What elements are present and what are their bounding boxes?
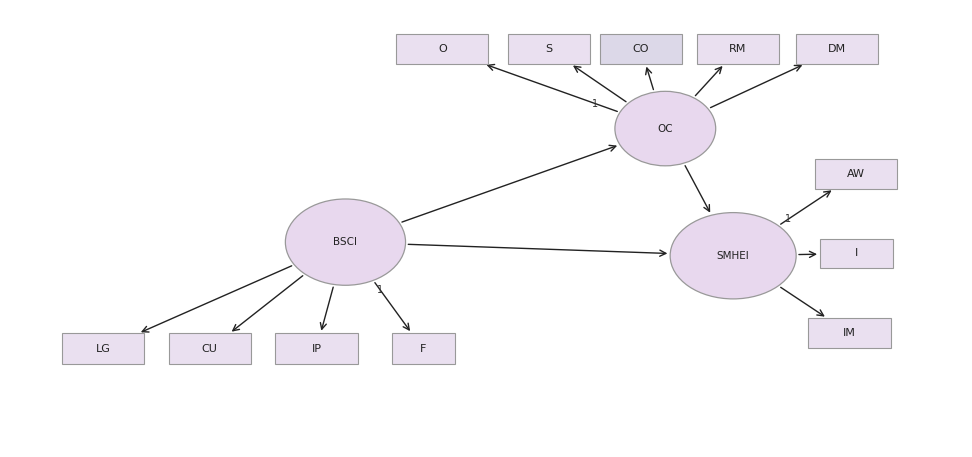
Text: S: S	[545, 44, 552, 54]
Text: O: O	[438, 44, 447, 54]
FancyBboxPatch shape	[168, 334, 251, 364]
Text: SMHEI: SMHEI	[716, 251, 749, 261]
Text: CO: CO	[633, 44, 649, 54]
Text: IM: IM	[843, 328, 856, 338]
FancyBboxPatch shape	[397, 34, 488, 64]
FancyBboxPatch shape	[816, 159, 897, 189]
Ellipse shape	[670, 213, 796, 299]
FancyBboxPatch shape	[600, 34, 682, 64]
FancyBboxPatch shape	[697, 34, 780, 64]
Text: AW: AW	[848, 169, 865, 179]
Ellipse shape	[286, 199, 405, 285]
Text: F: F	[420, 344, 426, 354]
Text: IP: IP	[311, 344, 322, 354]
Ellipse shape	[615, 91, 715, 166]
FancyBboxPatch shape	[796, 34, 878, 64]
Text: 1: 1	[377, 285, 383, 295]
Text: LG: LG	[95, 344, 111, 354]
FancyBboxPatch shape	[507, 34, 590, 64]
Text: RM: RM	[729, 44, 746, 54]
Text: I: I	[854, 249, 858, 259]
Text: 1: 1	[785, 214, 791, 224]
FancyBboxPatch shape	[62, 334, 145, 364]
Text: CU: CU	[202, 344, 218, 354]
Text: 1: 1	[592, 99, 599, 109]
Text: DM: DM	[828, 44, 846, 54]
FancyBboxPatch shape	[275, 334, 358, 364]
FancyBboxPatch shape	[392, 334, 455, 364]
Text: OC: OC	[657, 123, 674, 133]
Text: BSCI: BSCI	[333, 237, 358, 247]
FancyBboxPatch shape	[820, 239, 892, 268]
FancyBboxPatch shape	[809, 318, 890, 348]
